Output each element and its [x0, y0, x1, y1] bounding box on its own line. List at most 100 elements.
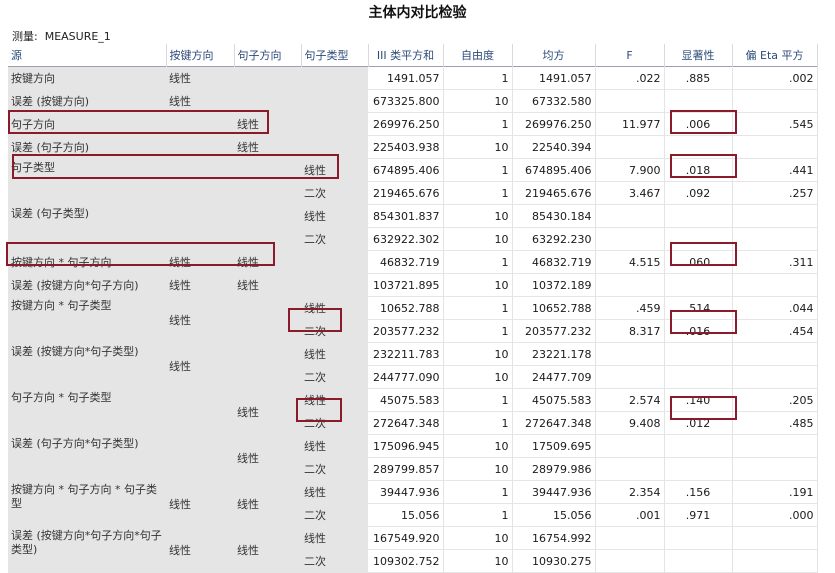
table-row: 二次 219465.676 1 219465.676 3.467.092.257 [8, 181, 818, 205]
row-factor-c3: 线性 [301, 204, 368, 228]
row-factor-c1: 线性 [166, 342, 234, 389]
row-factor-c1: 线性 [166, 89, 234, 113]
row-source: 按键方向 * 句子方向 [8, 250, 166, 274]
table-row: 二次 203577.232 1 203577.232 8.317.016.454 [8, 319, 818, 343]
cell-ms: 10652.788 [512, 296, 596, 320]
cell-df: 1 [443, 66, 513, 90]
cell-ms: 22540.394 [512, 135, 596, 159]
cell-sig [664, 204, 733, 228]
cell-ms: 17509.695 [512, 434, 596, 458]
cell-eta [732, 434, 818, 458]
row-factor-c3: 二次 [301, 549, 368, 573]
row-factor-c3: 线性 [301, 388, 368, 412]
cell-ms: 85430.184 [512, 204, 596, 228]
row-source: 按键方向 * 句子类型 [8, 296, 166, 343]
table-row: 二次 632922.302 10 63292.230 [8, 227, 818, 251]
cell-ss: 45075.583 [368, 388, 444, 412]
header-mean-square: 均方 [512, 44, 596, 67]
row-factor-c2 [234, 158, 301, 205]
cell-eta [732, 365, 818, 389]
row-factor-c2: 线性 [234, 250, 301, 274]
cell-df: 10 [443, 434, 513, 458]
cell-sig [664, 342, 733, 366]
cell-df: 1 [443, 411, 513, 435]
cell-f [595, 89, 665, 113]
row-factor-c2 [234, 66, 301, 90]
cell-ss: 673325.800 [368, 89, 444, 113]
cell-ss: 15.056 [368, 503, 444, 527]
cell-df: 10 [443, 365, 513, 389]
contrast-tests-table: 源 按键方向 句子方向 句子类型 III 类平方和 自由度 均方 F 显著性 偏… [8, 44, 818, 573]
cell-ss: 109302.752 [368, 549, 444, 573]
row-factor-c3 [301, 112, 368, 136]
cell-df: 10 [443, 342, 513, 366]
cell-f: 2.574 [595, 388, 665, 412]
row-factor-c1: 线性 [166, 480, 234, 527]
cell-f [595, 204, 665, 228]
row-factor-c2: 线性 [234, 526, 301, 573]
row-factor-c3: 二次 [301, 503, 368, 527]
cell-ss: 46832.719 [368, 250, 444, 274]
cell-eta: .044 [732, 296, 818, 320]
cell-ss: 103721.895 [368, 273, 444, 297]
cell-f: .022 [595, 66, 665, 90]
cell-eta [732, 526, 818, 550]
row-factor-c3: 二次 [301, 365, 368, 389]
cell-ms: 46832.719 [512, 250, 596, 274]
cell-sig: .885 [664, 66, 733, 90]
cell-ms: 39447.936 [512, 480, 596, 504]
cell-sig [664, 457, 733, 481]
row-factor-c2 [234, 204, 301, 251]
cell-df: 10 [443, 89, 513, 113]
cell-eta: .441 [732, 158, 818, 182]
row-source: 误差 (按键方向*句子类型) [8, 342, 166, 389]
cell-ss: 219465.676 [368, 181, 444, 205]
table-row: 误差 (按键方向*句子方向*句子类型) 线性 线性 线性 167549.920 10 167… [8, 526, 818, 573]
row-factor-c2 [234, 342, 301, 389]
row-factor-c1 [166, 434, 234, 481]
row-factor-c3: 二次 [301, 411, 368, 435]
cell-f [595, 342, 665, 366]
row-source: 误差 (按键方向) [8, 89, 166, 113]
table-row: 误差 (按键方向*句子方向) 线性 线性 103721.895 10 10372.189 [8, 273, 818, 297]
header-sum-of-squares: III 类平方和 [368, 44, 444, 67]
row-source: 误差 (句子方向*句子类型) [8, 434, 166, 481]
header-row: 源 按键方向 句子方向 句子类型 III 类平方和 自由度 均方 F 显著性 偏… [8, 44, 818, 67]
cell-ms: 45075.583 [512, 388, 596, 412]
row-factor-c2: 线性 [234, 135, 301, 159]
cell-ms: 15.056 [512, 503, 596, 527]
table-row: 句子方向 线性 269976.250 1 269976.250 11.977.006.54… [8, 112, 818, 136]
cell-sig [664, 89, 733, 113]
cell-sig [664, 227, 733, 251]
table-row: 误差 (按键方向) 线性 673325.800 10 67332.580 [8, 89, 818, 113]
measure-value: MEASURE_1 [44, 30, 111, 43]
cell-eta: .205 [732, 388, 818, 412]
table-row: 误差 (按键方向*句子类型) 线性 线性 232211.783 10 23221.178 [8, 342, 818, 389]
cell-df: 1 [443, 503, 513, 527]
row-factor-c2: 线性 [234, 434, 301, 481]
row-source: 句子类型 [8, 158, 166, 205]
cell-f: 7.900 [595, 158, 665, 182]
cell-ms: 10930.275 [512, 549, 596, 573]
cell-ms: 219465.676 [512, 181, 596, 205]
cell-eta [732, 549, 818, 573]
cell-f: 3.467 [595, 181, 665, 205]
table-row: 二次 15.056 1 15.056.001.971.000 [8, 503, 818, 527]
header-df: 自由度 [443, 44, 513, 67]
cell-f [595, 365, 665, 389]
cell-sig: .018 [664, 158, 733, 182]
cell-f [595, 526, 665, 550]
cell-df: 1 [443, 480, 513, 504]
cell-sig [664, 434, 733, 458]
cell-ms: 272647.348 [512, 411, 596, 435]
row-factor-c1: 线性 [166, 296, 234, 343]
header-significance: 显著性 [664, 44, 733, 67]
cell-ss: 167549.920 [368, 526, 444, 550]
cell-df: 1 [443, 158, 513, 182]
row-source: 误差 (句子类型) [8, 204, 166, 251]
cell-eta: .257 [732, 181, 818, 205]
cell-eta: .485 [732, 411, 818, 435]
cell-ss: 272647.348 [368, 411, 444, 435]
row-factor-c1 [166, 388, 234, 435]
cell-eta [732, 457, 818, 481]
